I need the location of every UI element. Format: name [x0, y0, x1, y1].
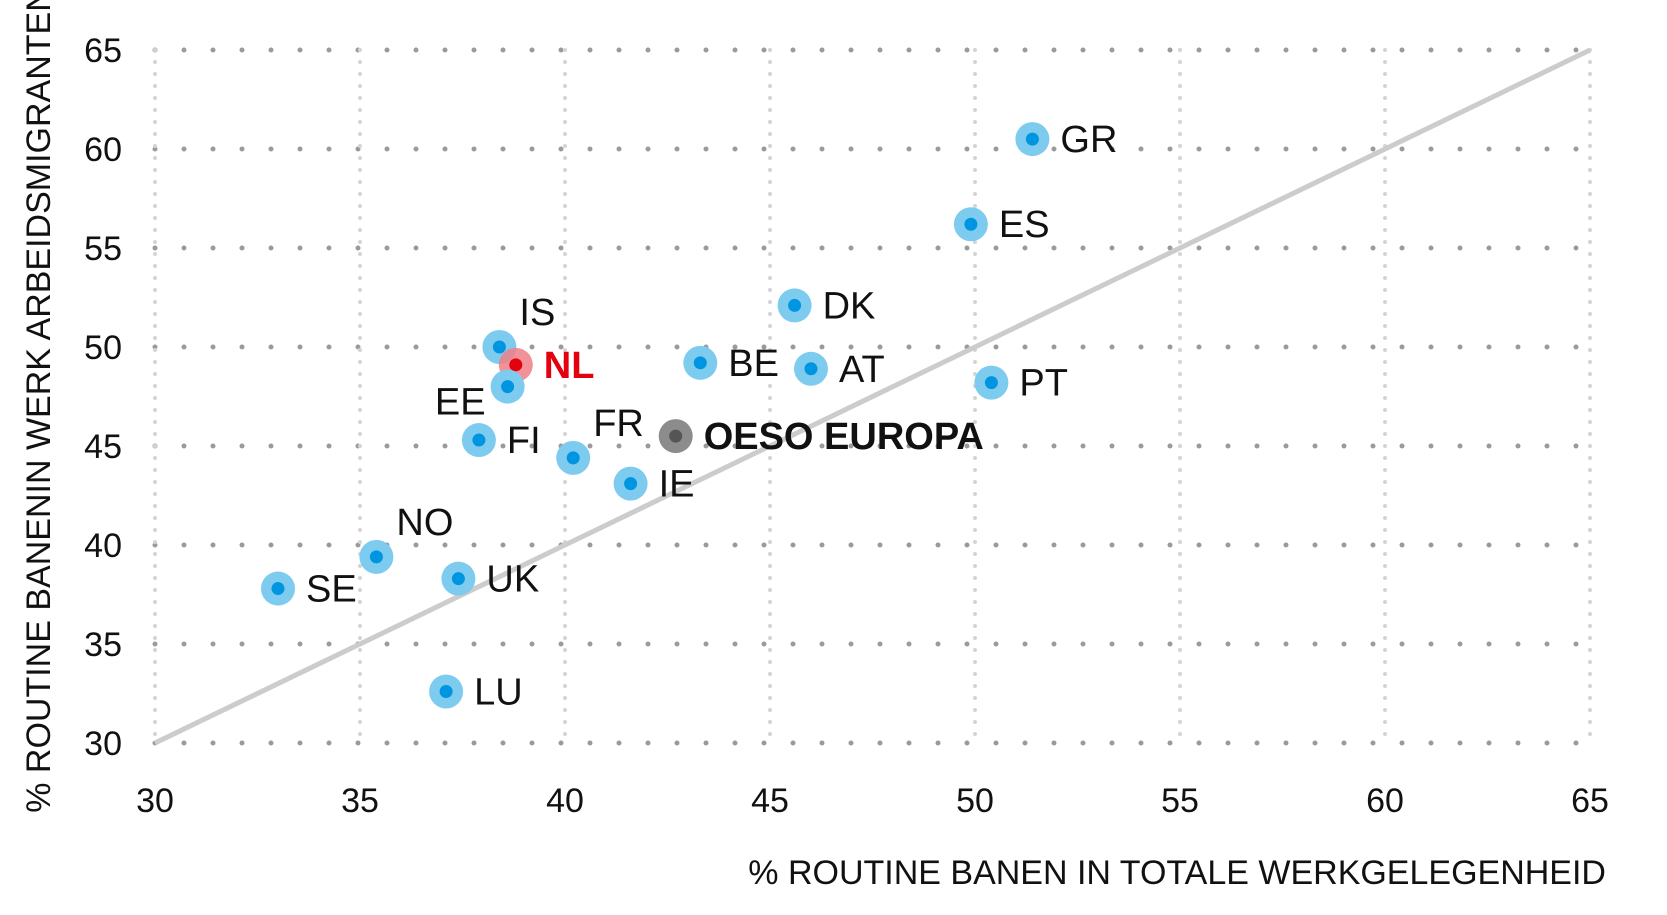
point-center — [788, 298, 802, 312]
point-center — [501, 380, 515, 394]
point-es: ES — [953, 204, 1050, 246]
point-label: UK — [486, 559, 539, 601]
point-be: BE — [683, 343, 779, 385]
y-axis-ticks: 30 35 40 45 50 55 60 65 — [84, 32, 122, 763]
point-center — [369, 550, 383, 564]
x-tick-label: 35 — [341, 782, 379, 820]
point-center — [624, 477, 638, 491]
point-center — [669, 429, 683, 443]
point-center — [804, 362, 818, 376]
point-at: AT — [794, 349, 885, 391]
reference-line — [153, 47, 1592, 746]
x-tick-label: 60 — [1366, 782, 1404, 820]
point-label: FR — [593, 403, 644, 445]
point-dk: DK — [777, 285, 876, 327]
point-center — [566, 451, 580, 465]
point-label: FI — [507, 420, 541, 462]
data-points: GR ES DK IS NL BE AT EE PT FI OESO EUROPA FR IE NO UK S… — [261, 119, 1117, 714]
x-axis-label: % ROUTINE BANEN IN TOTALE WERKGELEGENHEI… — [748, 854, 1606, 892]
y-axis-label: % ROUTINE BANENIN WERK ARBEIDSMIGRANTEN — [20, 0, 58, 813]
x-tick-label: 50 — [956, 782, 994, 820]
point-center — [984, 376, 998, 390]
point-fi: FI — [461, 420, 541, 462]
y-tick-label: 45 — [84, 428, 122, 466]
point-label: DK — [823, 285, 876, 327]
point-center — [492, 340, 506, 354]
point-no: NO — [359, 502, 453, 574]
y-tick-label: 65 — [84, 32, 122, 70]
point-nl: NL — [498, 345, 595, 387]
point-label: OESO EUROPA — [704, 416, 984, 458]
point-label: GR — [1060, 119, 1117, 161]
point-ee: EE — [435, 369, 525, 424]
x-axis-ticks: 30 35 40 45 50 55 60 65 — [136, 782, 1609, 820]
point-center — [451, 572, 465, 586]
point-pt: PT — [974, 363, 1068, 405]
point-label: AT — [839, 349, 885, 391]
y-tick-label: 50 — [84, 329, 122, 367]
point-label: IS — [519, 292, 555, 334]
point-se: SE — [261, 569, 357, 611]
x-tick-label: 65 — [1571, 782, 1609, 820]
point-label: NL — [544, 345, 595, 387]
point-label: SE — [306, 569, 357, 611]
point-center — [1025, 132, 1039, 146]
y-tick-label: 55 — [84, 230, 122, 268]
point-ie: IE — [613, 464, 695, 506]
point-center — [693, 356, 707, 370]
y-tick-label: 30 — [84, 725, 122, 763]
x-tick-label: 45 — [751, 782, 789, 820]
point-lu: LU — [429, 672, 523, 714]
point-label: ES — [999, 204, 1050, 246]
point-gr: GR — [1015, 119, 1117, 161]
point-center — [964, 217, 978, 231]
point-center — [472, 433, 486, 447]
point-label: BE — [728, 343, 779, 385]
y-tick-label: 60 — [84, 131, 122, 169]
y-tick-label: 35 — [84, 626, 122, 664]
y-tick-label: 40 — [84, 527, 122, 565]
point-label: EE — [435, 382, 486, 424]
x-tick-label: 55 — [1161, 782, 1199, 820]
point-center — [509, 358, 523, 372]
point-label: LU — [474, 672, 523, 714]
point-fr: FR — [556, 403, 644, 475]
x-tick-label: 40 — [546, 782, 584, 820]
point-label: PT — [1019, 363, 1068, 405]
point-center — [439, 685, 453, 699]
point-label: IE — [659, 464, 695, 506]
point-center — [271, 582, 285, 596]
point-label: NO — [396, 502, 453, 544]
x-tick-label: 30 — [136, 782, 174, 820]
point-uk: UK — [441, 559, 539, 601]
point-oeso-europa: OESO EUROPA — [658, 416, 984, 458]
grid — [152, 47, 1593, 746]
